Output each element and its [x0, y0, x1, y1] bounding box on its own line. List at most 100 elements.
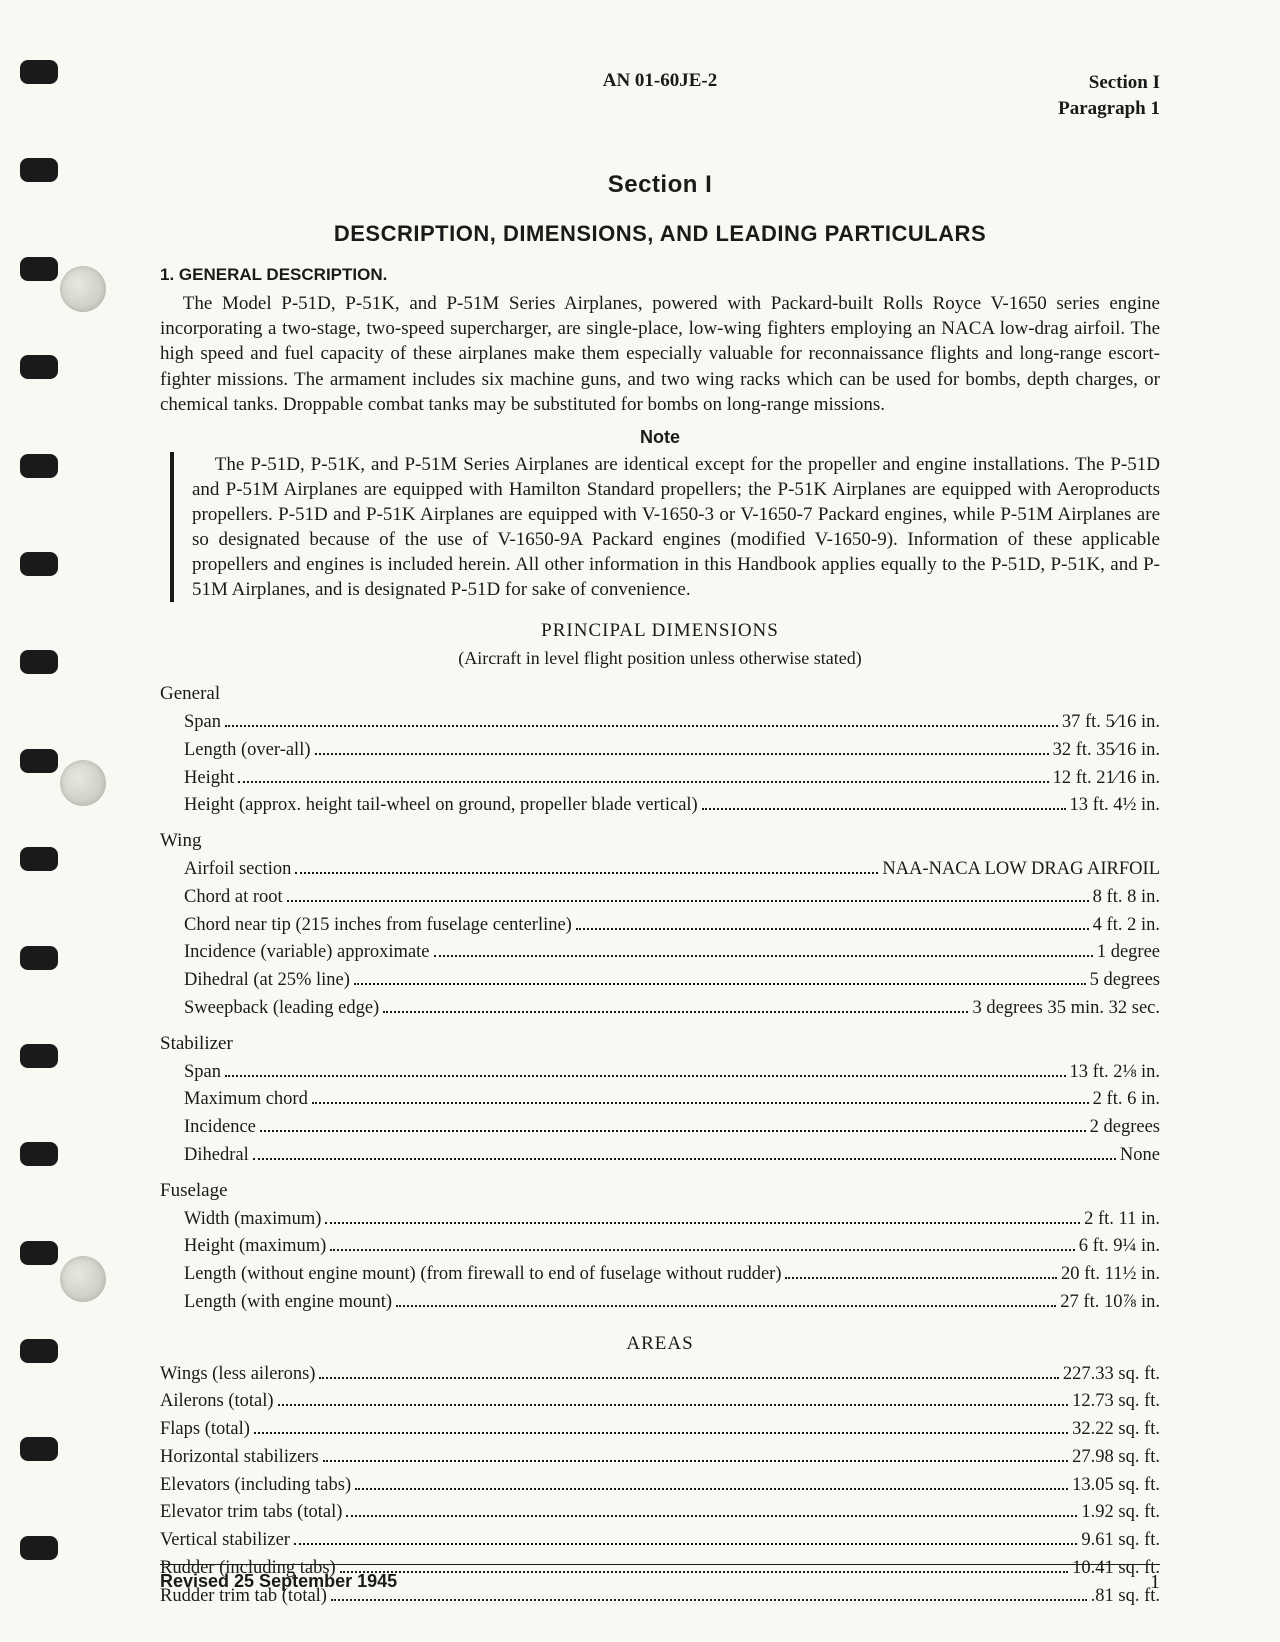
leader-dots [238, 781, 1048, 783]
spec-line: Height (approx. height tail-wheel on gro… [184, 792, 1160, 820]
spec-line: Height 12 ft. 21⁄16 in. [184, 765, 1160, 793]
leader-dots [346, 1515, 1077, 1517]
spec-line: Chord at root8 ft. 8 in. [184, 884, 1160, 912]
spec-value: 32 ft. 35⁄16 in. [1053, 737, 1160, 765]
spec-line: DihedralNone [184, 1142, 1160, 1170]
leader-dots [383, 1011, 968, 1013]
footer-page-number: 1 [1150, 1571, 1160, 1594]
area-label: Wings (less ailerons) [160, 1361, 315, 1389]
leader-dots [702, 808, 1066, 810]
dimension-group-heading: Fuselage [160, 1180, 1160, 1202]
spec-label: Span [184, 709, 221, 737]
binding-hole [20, 552, 58, 576]
binding-hole [20, 1536, 58, 1560]
spec-line: Length (without engine mount) (from fire… [184, 1261, 1160, 1289]
area-line: Elevator trim tabs (total)1.92 sq. ft. [160, 1499, 1160, 1527]
leader-dots [260, 1130, 1086, 1132]
spec-label: Dihedral (at 25% line) [184, 967, 350, 995]
binding-hole [20, 847, 58, 871]
leader-dots [225, 725, 1058, 727]
spec-value: NAA-NACA LOW DRAG AIRFOIL [882, 856, 1160, 884]
spec-label: Chord at root [184, 884, 283, 912]
binding-hole [20, 1339, 58, 1363]
spec-label: Width (maximum) [184, 1206, 321, 1234]
binding-hole [20, 946, 58, 970]
area-value: 32.22 sq. ft. [1072, 1416, 1160, 1444]
spec-label: Chord near tip (215 inches from fuselage… [184, 912, 572, 940]
spec-value: 2 ft. 6 in. [1093, 1086, 1160, 1114]
note-block: The P-51D, P-51K, and P-51M Series Airpl… [170, 452, 1160, 602]
spec-value: None [1120, 1142, 1160, 1170]
dimensions-container: GeneralSpan37 ft. 5⁄16 in.Length (over-a… [160, 683, 1160, 1317]
spec-label: Height (maximum) [184, 1233, 326, 1261]
binding-hole [20, 1241, 58, 1265]
spec-label: Incidence [184, 1114, 256, 1142]
paragraph-body: The Model P-51D, P-51K, and P-51M Series… [160, 291, 1160, 416]
binding-hole [20, 454, 58, 478]
leader-dots [434, 955, 1093, 957]
dimensions-subtitle: (Aircraft in level flight position unles… [160, 648, 1160, 669]
page-header: AN 01-60JE-2 Section I Paragraph 1 [160, 70, 1160, 121]
spec-line: Span 13 ft. 2⅛ in. [184, 1059, 1160, 1087]
leader-dots [331, 1599, 1087, 1601]
leader-dots [287, 900, 1089, 902]
binding-hole [20, 355, 58, 379]
spec-label: Airfoil section [184, 856, 291, 884]
binding-hole [20, 1437, 58, 1461]
spec-value: 37 ft. 5⁄16 in. [1062, 709, 1160, 737]
spec-value: 12 ft. 21⁄16 in. [1053, 765, 1160, 793]
spec-label: Sweepback (leading edge) [184, 995, 379, 1023]
spec-value: 1 degree [1097, 939, 1160, 967]
leader-dots [254, 1432, 1068, 1434]
areas-title: AREAS [160, 1333, 1160, 1355]
spec-line: Width (maximum)2 ft. 11 in. [184, 1206, 1160, 1234]
note-body: The P-51D, P-51K, and P-51M Series Airpl… [192, 452, 1160, 602]
punch-hole [60, 266, 106, 312]
spec-line: Sweepback (leading edge) 3 degrees 35 min… [184, 995, 1160, 1023]
area-value: 12.73 sq. ft. [1072, 1388, 1160, 1416]
area-label: Flaps (total) [160, 1416, 250, 1444]
note-heading: Note [160, 427, 1160, 448]
spec-label: Length (with engine mount) [184, 1289, 392, 1317]
leader-dots [294, 1543, 1077, 1545]
leader-dots [330, 1249, 1074, 1251]
area-value: 9.61 sq. ft. [1081, 1527, 1160, 1555]
binding-hole [20, 1142, 58, 1166]
area-value: 1.92 sq. ft. [1081, 1499, 1160, 1527]
spec-value: 5 degrees [1090, 967, 1160, 995]
spec-label: Height [184, 765, 234, 793]
area-label: Ailerons (total) [160, 1388, 274, 1416]
spec-value: 3 degrees 35 min. 32 sec. [972, 995, 1160, 1023]
spec-line: Incidence2 degrees [184, 1114, 1160, 1142]
leader-dots [396, 1305, 1056, 1307]
spec-line: Height (maximum)6 ft. 9¼ in. [184, 1233, 1160, 1261]
dimension-group-heading: Wing [160, 830, 1160, 852]
header-paragraph-line: Paragraph 1 [980, 96, 1160, 122]
spec-line: Dihedral (at 25% line) 5 degrees [184, 967, 1160, 995]
leader-dots [325, 1222, 1080, 1224]
punch-hole [60, 760, 106, 806]
leader-dots [576, 928, 1089, 930]
spec-line: Maximum chord2 ft. 6 in. [184, 1086, 1160, 1114]
spec-line: Incidence (variable) approximate1 degree [184, 939, 1160, 967]
area-line: Wings (less ailerons)227.33 sq. ft. [160, 1361, 1160, 1389]
binding-hole [20, 158, 58, 182]
spec-line: Chord near tip (215 inches from fuselage… [184, 912, 1160, 940]
area-value: 13.05 sq. ft. [1072, 1472, 1160, 1500]
spec-line: Airfoil section NAA-NACA LOW DRAG AIRFOIL [184, 856, 1160, 884]
spec-value: 13 ft. 4½ in. [1070, 792, 1160, 820]
leader-dots [312, 1102, 1089, 1104]
leader-dots [319, 1377, 1058, 1379]
leader-dots [253, 1158, 1116, 1160]
leader-dots [785, 1277, 1057, 1279]
document-page: AN 01-60JE-2 Section I Paragraph 1 Secti… [0, 0, 1280, 1642]
header-section-ref: Section I Paragraph 1 [980, 70, 1160, 121]
spec-label: Length (over-all) [184, 737, 311, 765]
area-line: Flaps (total) 32.22 sq. ft. [160, 1416, 1160, 1444]
dimension-group-heading: General [160, 683, 1160, 705]
spec-label: Span [184, 1059, 221, 1087]
leader-dots [323, 1460, 1068, 1462]
spec-line: Length (over-all) 32 ft. 35⁄16 in. [184, 737, 1160, 765]
spec-value: 13 ft. 2⅛ in. [1070, 1059, 1160, 1087]
section-subtitle: DESCRIPTION, DIMENSIONS, AND LEADING PAR… [160, 221, 1160, 247]
